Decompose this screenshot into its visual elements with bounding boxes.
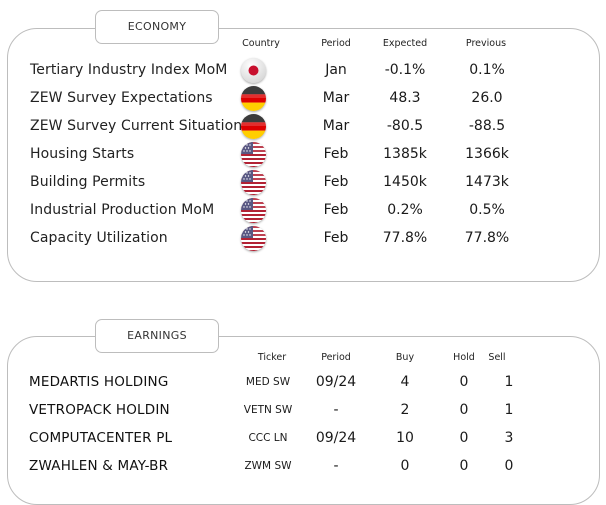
table-row: MEDARTIS HOLDING MED SW 09/24 4 0 1 — [0, 369, 606, 395]
ticker-value: VETN SW — [243, 404, 293, 416]
company-name: VETROPACK HOLDIN — [29, 402, 170, 418]
period-value: 09/24 — [315, 374, 357, 390]
economy-header-expected: Expected — [382, 38, 428, 49]
buy-value: 10 — [396, 430, 414, 446]
period-value: Jan — [325, 62, 347, 78]
hold-value: 0 — [459, 402, 469, 418]
buy-value: 4 — [400, 374, 410, 390]
indicator-name: Building Permits — [30, 174, 146, 190]
hold-value: 0 — [459, 458, 469, 474]
expected-value: -80.5 — [386, 118, 424, 134]
period-value: Feb — [323, 202, 349, 218]
period-value: - — [333, 458, 339, 474]
indicator-name: ZEW Survey Expectations — [30, 90, 213, 106]
earnings-tab: EARNINGS — [95, 319, 219, 353]
sell-value: 0 — [504, 458, 514, 474]
table-row: ZWAHLEN & MAY-BR ZWM SW - 0 0 0 — [0, 453, 606, 479]
indicator-name: ZEW Survey Current Situation — [30, 118, 243, 134]
period-value: Feb — [323, 174, 349, 190]
table-row: VETROPACK HOLDIN VETN SW - 2 0 1 — [0, 397, 606, 423]
previous-value: -88.5 — [468, 118, 506, 134]
indicator-name: Capacity Utilization — [30, 230, 168, 246]
previous-value: 77.8% — [464, 230, 510, 246]
usa-flag-icon — [241, 198, 266, 223]
previous-value: 1473k — [465, 174, 509, 190]
usa-flag-icon — [241, 170, 266, 195]
usa-flag-icon — [241, 226, 266, 251]
earnings-header-hold: Hold — [453, 352, 475, 363]
earnings-panel — [7, 336, 600, 505]
table-row: ZEW Survey Expectations Mar 48.3 26.0 — [0, 85, 606, 111]
previous-value: 1366k — [465, 146, 509, 162]
earnings-header-sell: Sell — [488, 352, 506, 363]
expected-value: 1450k — [383, 174, 427, 190]
buy-value: 2 — [400, 402, 410, 418]
expected-value: 0.2% — [387, 202, 423, 218]
table-row: Tertiary Industry Index MoM Jan -0.1% 0.1% — [0, 57, 606, 83]
table-row: COMPUTACENTER PL CCC LN 09/24 10 0 3 — [0, 425, 606, 451]
table-row: Industrial Production MoM Feb 0.2% 0.5% — [0, 197, 606, 223]
period-value: - — [333, 402, 339, 418]
earnings-header-ticker: Ticker — [257, 352, 287, 363]
economy-header-country: Country — [242, 38, 280, 49]
table-row: Building Permits Feb 1450k 1473k — [0, 169, 606, 195]
expected-value: 48.3 — [389, 90, 421, 106]
ticker-value: ZWM SW — [244, 460, 292, 472]
earnings-header-period: Period — [321, 352, 351, 363]
economy-header-period: Period — [321, 38, 351, 49]
sell-value: 3 — [504, 430, 514, 446]
table-row: Capacity Utilization Feb 77.8% 77.8% — [0, 225, 606, 251]
buy-value: 0 — [400, 458, 410, 474]
expected-value: -0.1% — [384, 62, 426, 78]
indicator-name: Tertiary Industry Index MoM — [30, 62, 228, 78]
hold-value: 0 — [459, 374, 469, 390]
company-name: MEDARTIS HOLDING — [29, 374, 169, 390]
expected-value: 1385k — [383, 146, 427, 162]
sell-value: 1 — [504, 374, 514, 390]
table-row: Housing Starts Feb 1385k 1366k — [0, 141, 606, 167]
company-name: ZWAHLEN & MAY-BR — [29, 458, 169, 474]
germany-flag-icon — [241, 114, 266, 139]
previous-value: 0.5% — [469, 202, 505, 218]
japan-flag-icon — [241, 58, 266, 83]
sell-value: 1 — [504, 402, 514, 418]
indicator-name: Housing Starts — [30, 146, 135, 162]
period-value: Mar — [322, 90, 350, 106]
previous-value: 26.0 — [471, 90, 503, 106]
period-value: 09/24 — [315, 430, 357, 446]
previous-value: 0.1% — [469, 62, 505, 78]
table-row: ZEW Survey Current Situation Mar -80.5 -88.… — [0, 113, 606, 139]
period-value: Mar — [322, 118, 350, 134]
economy-header-previous: Previous — [465, 38, 507, 49]
germany-flag-icon — [241, 86, 266, 111]
economy-panel — [7, 28, 600, 282]
company-name: COMPUTACENTER PL — [29, 430, 173, 446]
expected-value: 77.8% — [382, 230, 428, 246]
earnings-header-buy: Buy — [395, 352, 415, 363]
hold-value: 0 — [459, 430, 469, 446]
ticker-value: MED SW — [245, 376, 291, 388]
economy-tab: ECONOMY — [95, 10, 219, 44]
period-value: Feb — [323, 146, 349, 162]
period-value: Feb — [323, 230, 349, 246]
ticker-value: CCC LN — [248, 432, 288, 444]
indicator-name: Industrial Production MoM — [30, 202, 215, 218]
usa-flag-icon — [241, 142, 266, 167]
